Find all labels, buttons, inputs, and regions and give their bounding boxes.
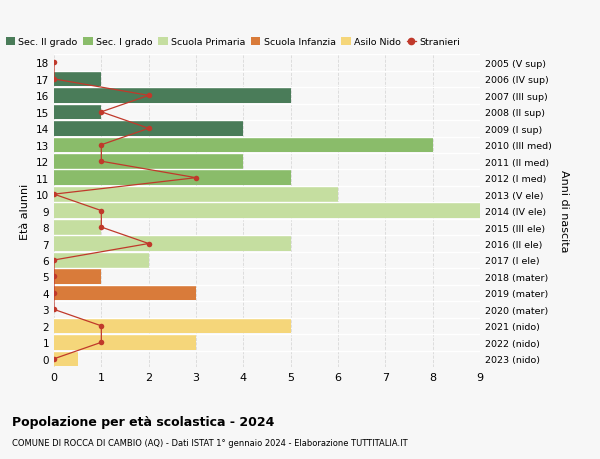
Y-axis label: Età alunni: Età alunni [20,183,31,239]
Text: COMUNE DI ROCCA DI CAMBIO (AQ) - Dati ISTAT 1° gennaio 2024 - Elaborazione TUTTI: COMUNE DI ROCCA DI CAMBIO (AQ) - Dati IS… [12,438,407,448]
Bar [54,72,101,87]
Legend: Sec. II grado, Sec. I grado, Scuola Primaria, Scuola Infanzia, Asilo Nido, Stran: Sec. II grado, Sec. I grado, Scuola Prim… [5,38,460,47]
Bar [54,335,196,350]
Bar [54,187,338,202]
Y-axis label: Anni di nascita: Anni di nascita [559,170,569,252]
Bar [54,269,101,285]
Bar [54,319,290,334]
Bar [54,89,290,104]
Bar [54,236,290,252]
Bar [54,171,290,186]
Bar [54,253,149,268]
Bar [54,154,244,169]
Bar [54,105,101,120]
Bar [54,122,244,137]
Bar [54,204,494,218]
Bar [54,352,77,367]
Bar [54,285,196,301]
Text: Popolazione per età scolastica - 2024: Popolazione per età scolastica - 2024 [12,415,274,428]
Bar [54,220,101,235]
Bar [54,138,433,153]
